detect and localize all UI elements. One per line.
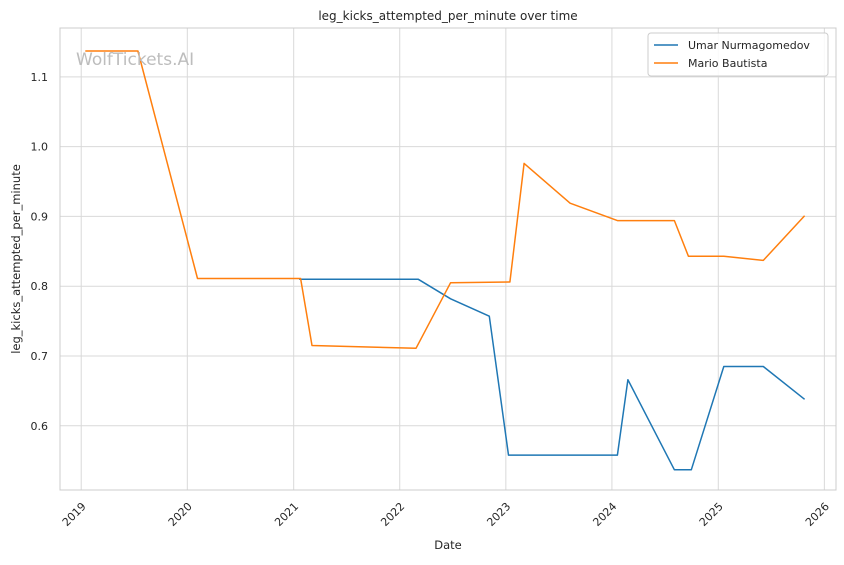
legend-box bbox=[647, 32, 829, 77]
x-tick-label: 2024 bbox=[590, 500, 619, 529]
x-tick-label: 2021 bbox=[272, 500, 301, 529]
legend: Umar Nurmagomedov Mario Bautista bbox=[647, 32, 829, 77]
y-tick-label: 1.0 bbox=[31, 141, 49, 154]
series-line bbox=[299, 278, 806, 471]
y-axis-ticks: 0.6 0.7 0.8 0.9 1.0 1.1 bbox=[31, 71, 49, 433]
series-layer bbox=[85, 50, 806, 471]
chart-title: leg_kicks_attempted_per_minute over time bbox=[318, 9, 577, 23]
x-tick-label: 2026 bbox=[803, 500, 832, 529]
x-tick-label: 2023 bbox=[484, 500, 513, 529]
y-tick-label: 0.6 bbox=[31, 420, 49, 433]
y-tick-label: 0.7 bbox=[31, 350, 49, 363]
y-tick-label: 0.8 bbox=[31, 280, 49, 293]
series-line bbox=[85, 50, 806, 350]
legend-label: Umar Nurmagomedov bbox=[688, 39, 810, 52]
x-axis-title: Date bbox=[434, 538, 462, 552]
y-tick-label: 0.9 bbox=[31, 210, 49, 223]
x-tick-label: 2020 bbox=[166, 500, 195, 529]
grid bbox=[60, 28, 836, 490]
x-tick-label: 2022 bbox=[378, 500, 407, 529]
x-axis-ticks: 2019 2020 2021 2022 2023 2024 2025 2026 bbox=[60, 500, 832, 529]
y-tick-label: 1.1 bbox=[31, 71, 49, 84]
x-tick-label: 2019 bbox=[60, 500, 89, 529]
legend-label: Mario Bautista bbox=[688, 57, 767, 70]
x-tick-label: 2025 bbox=[697, 500, 726, 529]
plot-area-frame bbox=[59, 27, 837, 491]
watermark-text: WolfTickets.AI bbox=[76, 50, 194, 70]
y-axis-title: leg_kicks_attempted_per_minute bbox=[9, 164, 23, 354]
